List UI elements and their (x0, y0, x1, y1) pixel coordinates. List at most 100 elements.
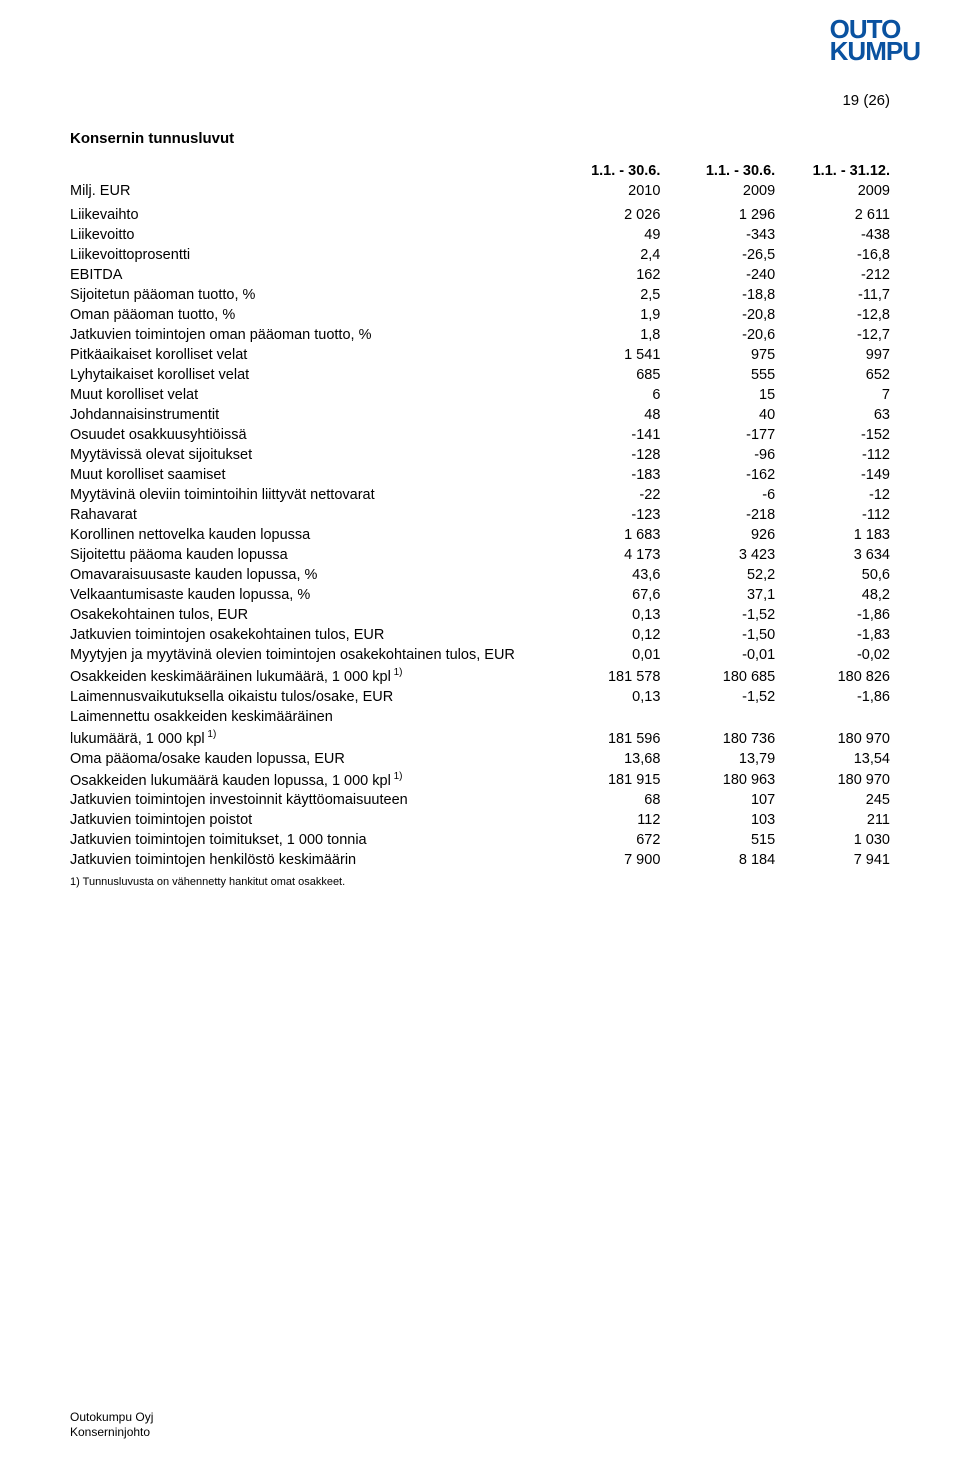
row-value: 1 030 (775, 830, 890, 850)
row-label: Muut korolliset velat (70, 385, 546, 405)
row-value: 1 541 (546, 345, 661, 365)
row-value: 13,79 (660, 749, 775, 769)
row-value: -18,8 (660, 285, 775, 305)
row-value: 50,6 (775, 565, 890, 585)
period-col-2: 1.1. - 30.6. (660, 161, 775, 181)
row-value: 68 (546, 790, 661, 810)
row-label: Jatkuvien toimintojen henkilöstö keskimä… (70, 850, 546, 870)
row-label: Omavaraisuusaste kauden lopussa, % (70, 565, 546, 585)
row-label: Jatkuvien toimintojen poistot (70, 810, 546, 830)
row-value: -96 (660, 445, 775, 465)
row-value: 63 (775, 405, 890, 425)
row-value: -212 (775, 265, 890, 285)
table-row: Laimennettu osakkeiden keskimääräinen (70, 707, 890, 727)
row-value: -128 (546, 445, 661, 465)
row-value: 2 611 (775, 205, 890, 225)
row-value: 67,6 (546, 585, 661, 605)
row-value: 107 (660, 790, 775, 810)
row-value: 48 (546, 405, 661, 425)
row-value: -26,5 (660, 245, 775, 265)
table-row: Myytävissä olevat sijoitukset-128-96-112 (70, 445, 890, 465)
row-value: 13,68 (546, 749, 661, 769)
row-value: 2 026 (546, 205, 661, 225)
row-value: 180 685 (660, 665, 775, 687)
row-value: 3 634 (775, 545, 890, 565)
table-row: Liikevaihto2 0261 2962 611 (70, 205, 890, 225)
table-row: Muut korolliset velat6157 (70, 385, 890, 405)
table-row: Osakkeiden keskimääräinen lukumäärä, 1 0… (70, 665, 890, 687)
row-label: Velkaantumisaste kauden lopussa, % (70, 585, 546, 605)
footer-line-2: Konserninjohto (70, 1425, 153, 1441)
year-header-row: Milj. EUR 2010 2009 2009 (70, 181, 890, 205)
row-value: -183 (546, 465, 661, 485)
row-label: Jatkuvien toimintojen investoinnit käytt… (70, 790, 546, 810)
table-row: Jatkuvien toimintojen oman pääoman tuott… (70, 325, 890, 345)
row-value: 180 736 (660, 727, 775, 749)
row-label: Pitkäaikaiset korolliset velat (70, 345, 546, 365)
row-label: Johdannaisinstrumentit (70, 405, 546, 425)
row-value: 52,2 (660, 565, 775, 585)
row-value: 926 (660, 525, 775, 545)
row-value: 180 963 (660, 769, 775, 791)
table-row: Osakekohtainen tulos, EUR0,13-1,52-1,86 (70, 605, 890, 625)
row-label: Osakkeiden lukumäärä kauden lopussa, 1 0… (70, 769, 546, 791)
table-row: Osuudet osakkuusyhtiöissä-141-177-152 (70, 425, 890, 445)
row-value: 40 (660, 405, 775, 425)
row-value: -1,83 (775, 625, 890, 645)
row-label: Oman pääoman tuotto, % (70, 305, 546, 325)
row-value: 48,2 (775, 585, 890, 605)
row-value: 3 423 (660, 545, 775, 565)
row-value: 4 173 (546, 545, 661, 565)
row-value: 103 (660, 810, 775, 830)
row-value: -12,7 (775, 325, 890, 345)
table-row: Laimennusvaikutuksella oikaistu tulos/os… (70, 687, 890, 707)
table-row: lukumäärä, 1 000 kpl 1)181 596180 736180… (70, 727, 890, 749)
row-label: Lyhytaikaiset korolliset velat (70, 365, 546, 385)
table-row: Liikevoittoprosentti2,4-26,5-16,8 (70, 245, 890, 265)
row-value: -1,86 (775, 605, 890, 625)
row-label: Laimennettu osakkeiden keskimääräinen (70, 707, 546, 727)
table-row: Oman pääoman tuotto, %1,9-20,8-12,8 (70, 305, 890, 325)
table-row: Jatkuvien toimintojen osakekohtainen tul… (70, 625, 890, 645)
row-value: 6 (546, 385, 661, 405)
row-value: 181 596 (546, 727, 661, 749)
row-value: -11,7 (775, 285, 890, 305)
table-row: Omavaraisuusaste kauden lopussa, %43,652… (70, 565, 890, 585)
row-value: 652 (775, 365, 890, 385)
row-value: 1 296 (660, 205, 775, 225)
page-number: 19 (26) (842, 92, 890, 109)
row-label: lukumäärä, 1 000 kpl 1) (70, 727, 546, 749)
period-col-3: 1.1. - 31.12. (775, 161, 890, 181)
row-label: Jatkuvien toimintojen osakekohtainen tul… (70, 625, 546, 645)
table-row: Pitkäaikaiset korolliset velat1 54197599… (70, 345, 890, 365)
footnote: 1) Tunnusluvusta on vähennetty hankitut … (70, 876, 890, 888)
row-value: -20,6 (660, 325, 775, 345)
logo-line-2: KUMPU (830, 40, 920, 62)
row-label: Jatkuvien toimintojen toimitukset, 1 000… (70, 830, 546, 850)
row-value: -149 (775, 465, 890, 485)
row-value: 245 (775, 790, 890, 810)
year-col-2: 2009 (660, 181, 775, 205)
table-row: Oma pääoma/osake kauden lopussa, EUR13,6… (70, 749, 890, 769)
row-value: -1,50 (660, 625, 775, 645)
row-value: -0,02 (775, 645, 890, 665)
row-value: 181 915 (546, 769, 661, 791)
unit-label: Milj. EUR (70, 181, 546, 205)
row-value: 112 (546, 810, 661, 830)
row-value: 672 (546, 830, 661, 850)
row-value: 997 (775, 345, 890, 365)
row-value: -16,8 (775, 245, 890, 265)
row-value: 1 683 (546, 525, 661, 545)
row-label: Rahavarat (70, 505, 546, 525)
content-area: Konsernin tunnusluvut 1.1. - 30.6. 1.1. … (70, 130, 890, 888)
table-row: Myytyjen ja myytävinä olevien toimintoje… (70, 645, 890, 665)
superscript-ref: 1) (205, 729, 217, 740)
row-label: Osakekohtainen tulos, EUR (70, 605, 546, 625)
row-label: Myytävissä olevat sijoitukset (70, 445, 546, 465)
period-col-1: 1.1. - 30.6. (546, 161, 661, 181)
row-value: 1,9 (546, 305, 661, 325)
row-value: 685 (546, 365, 661, 385)
row-value: 515 (660, 830, 775, 850)
row-value: 0,12 (546, 625, 661, 645)
row-label: Osuudet osakkuusyhtiöissä (70, 425, 546, 445)
